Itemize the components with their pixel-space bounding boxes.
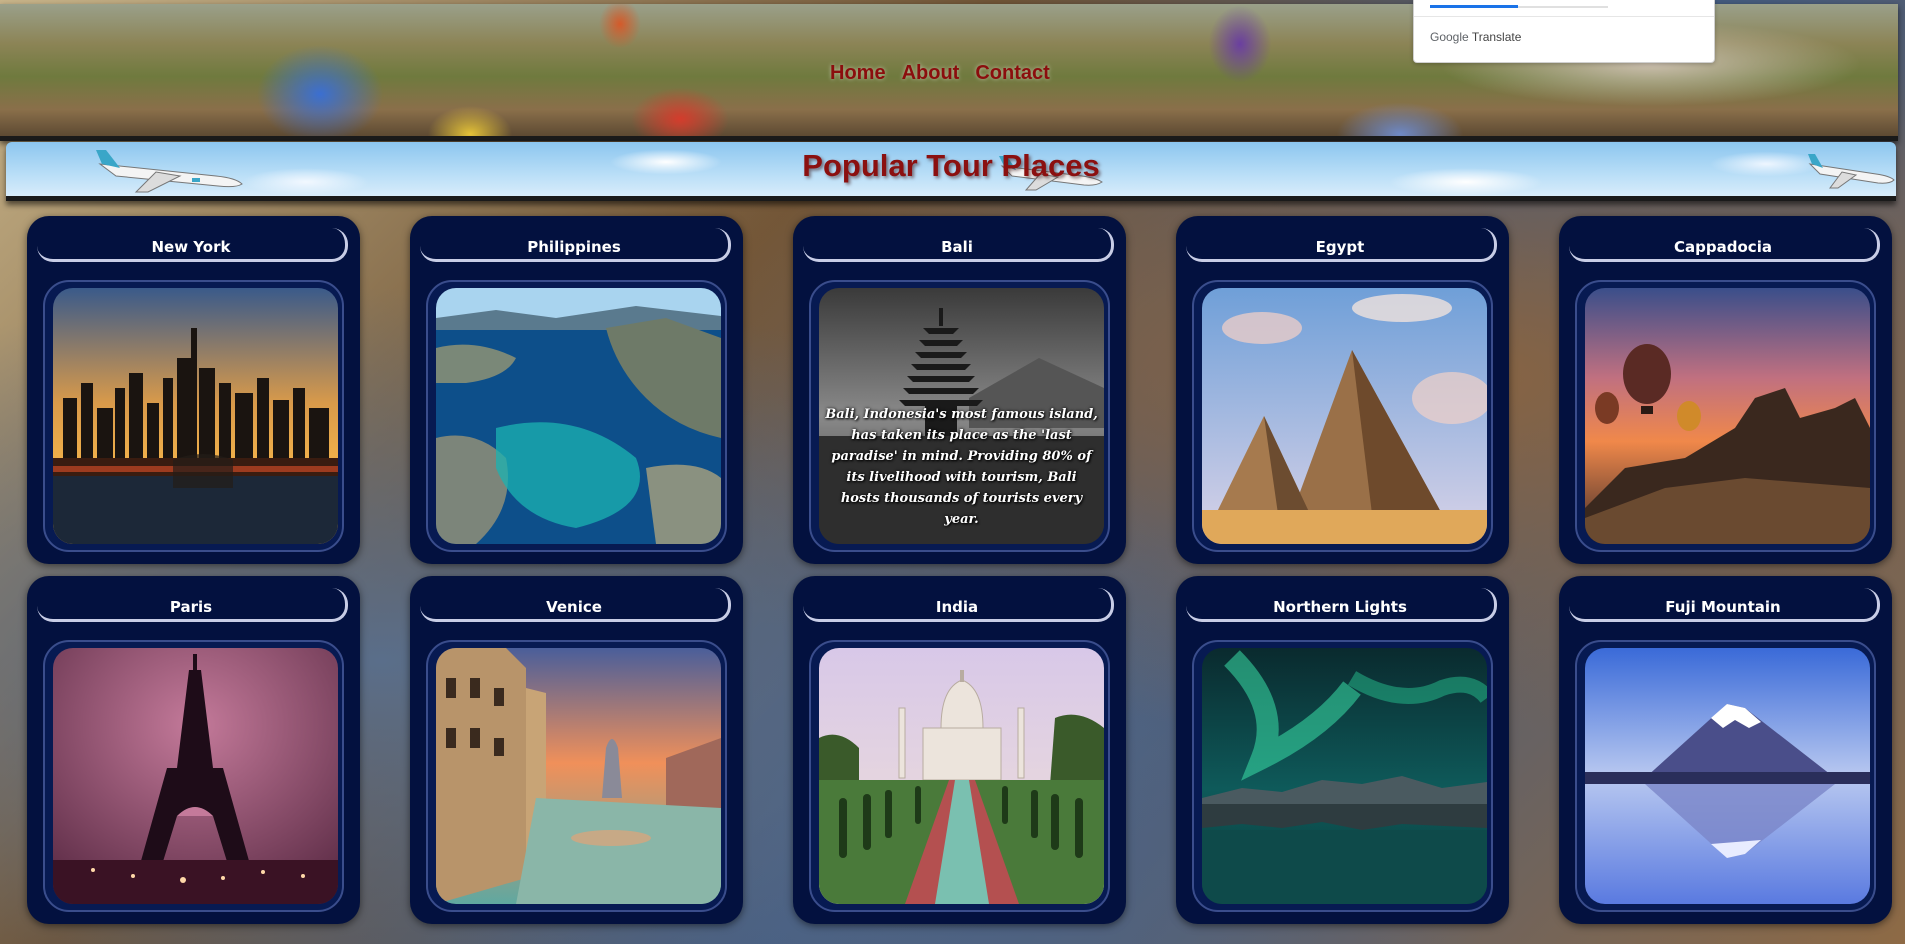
bali-pagoda-image[interactable]: Bali, Indonesia's most famous island, ha…: [819, 288, 1104, 544]
paris-eiffel-image[interactable]: [53, 648, 338, 904]
india-taj-mahal-image[interactable]: [819, 648, 1104, 904]
translate-tab-track: [1430, 6, 1608, 8]
translate-divider: [1414, 16, 1714, 17]
main-nav: Home About Contact: [830, 62, 1050, 85]
egypt-pyramids-image[interactable]: [1202, 288, 1487, 544]
airplane-icon: [999, 156, 1103, 191]
translate-brand-google: Google: [1430, 30, 1469, 44]
tour-card: Fuji Mountain: [1559, 576, 1892, 924]
card-image-frame: Bali, Indonesia's most famous island, ha…: [809, 280, 1110, 552]
card-image-frame: [1192, 640, 1493, 912]
card-image-frame: [426, 640, 727, 912]
new-york-skyline-image[interactable]: [53, 288, 338, 544]
card-image-frame: [43, 280, 344, 552]
card-image-frame: [43, 640, 344, 912]
tour-card: Venice: [410, 576, 743, 924]
card-image-frame: [809, 640, 1110, 912]
airplane-icon: [1808, 154, 1895, 189]
bali-description: Bali, Indonesia's most famous island, ha…: [825, 407, 1098, 527]
page-title: Popular Tour Places: [802, 148, 1100, 183]
card-title[interactable]: Northern Lights: [1186, 588, 1497, 622]
card-title[interactable]: India: [803, 588, 1114, 622]
card-title[interactable]: Venice: [420, 588, 731, 622]
tour-card: Northern Lights: [1176, 576, 1509, 924]
card-image-frame: [1575, 640, 1876, 912]
cappadocia-balloons-image[interactable]: [1585, 288, 1870, 544]
card-title[interactable]: Bali: [803, 228, 1114, 262]
card-title[interactable]: Philippines: [420, 228, 731, 262]
nav-home-link[interactable]: Home: [830, 62, 886, 84]
tour-places-grid: New York: [27, 216, 1892, 924]
card-image-frame: [426, 280, 727, 552]
venice-canal-image[interactable]: [436, 648, 721, 904]
fuji-mountain-image[interactable]: [1585, 648, 1870, 904]
tour-card: Cappadocia: [1559, 216, 1892, 564]
tour-card: Philippines: [410, 216, 743, 564]
card-image-frame: [1192, 280, 1493, 552]
nav-contact-link[interactable]: Contact: [975, 62, 1050, 84]
translate-tab-indicator: [1430, 5, 1518, 8]
tour-card: Bali Bali, Indones: [793, 216, 1126, 564]
translate-brand-translate: Translate: [1471, 30, 1522, 44]
philippines-lagoon-image[interactable]: [436, 288, 721, 544]
tour-card: India: [793, 576, 1126, 924]
card-title[interactable]: Fuji Mountain: [1569, 588, 1880, 622]
translate-branding: Google Translate: [1430, 30, 1521, 44]
northern-lights-image[interactable]: [1202, 648, 1487, 904]
card-title[interactable]: Egypt: [1186, 228, 1497, 262]
card-title[interactable]: Paris: [37, 588, 348, 622]
card-image-frame: [1575, 280, 1876, 552]
tour-card: Paris: [27, 576, 360, 924]
google-translate-widget[interactable]: Google Translate: [1413, 0, 1715, 63]
card-title[interactable]: Cappadocia: [1569, 228, 1880, 262]
nav-about-link[interactable]: About: [901, 62, 960, 84]
title-banner: Popular Tour Places: [6, 142, 1896, 201]
tour-card: New York: [27, 216, 360, 564]
tour-card: Egypt: [1176, 216, 1509, 564]
card-title[interactable]: New York: [37, 228, 348, 262]
airplane-icon: [96, 150, 243, 193]
